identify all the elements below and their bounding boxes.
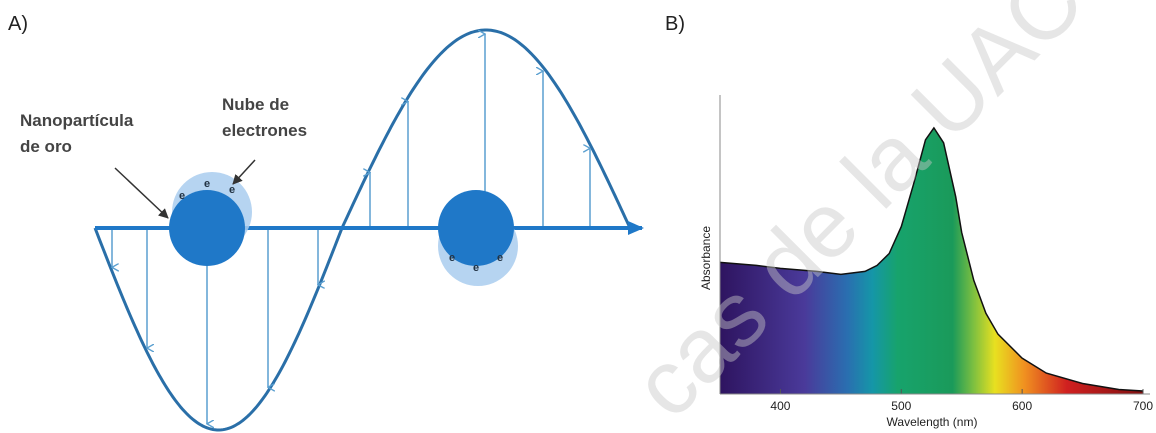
electron: e [449, 252, 455, 264]
pointer [115, 168, 168, 218]
x-axis-label: Wavelength (nm) [887, 415, 978, 429]
cloud-label: electrones [222, 121, 307, 140]
electron: e [179, 190, 185, 202]
x-tick-label: 600 [1012, 399, 1032, 413]
electron: e [204, 178, 210, 190]
panel-label: B) [665, 13, 685, 35]
x-tick-label: 500 [891, 399, 911, 413]
pointer [233, 160, 255, 184]
electron: e [473, 262, 479, 274]
panel-label: A) [8, 13, 28, 35]
particle-label: Nanopartícula [20, 111, 134, 130]
x-tick-label: 700 [1133, 399, 1153, 413]
cloud-label: Nube de [222, 95, 289, 114]
particle-label: de oro [20, 137, 72, 156]
figure: A) e e e e e e Nanopartícula de oro Nube… [0, 0, 1156, 433]
electron: e [497, 252, 503, 264]
x-tick-label: 400 [770, 399, 790, 413]
electron: e [229, 184, 235, 196]
